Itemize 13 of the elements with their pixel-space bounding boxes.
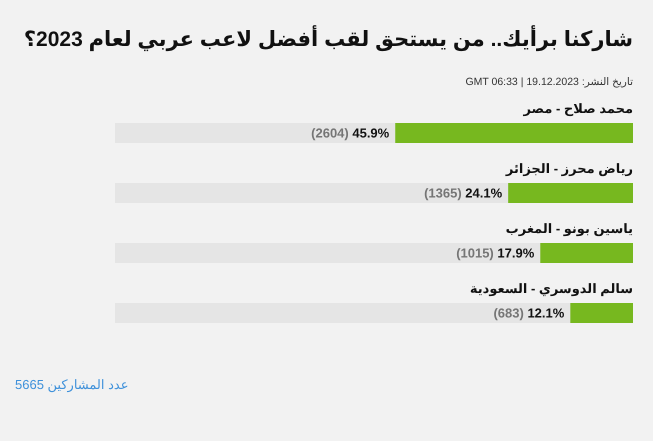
chart-subtitle: تاريخ النشر: 19.12.2023 | GMT 06:33	[465, 76, 633, 88]
y-tick-label: محمد صلاح - مصر	[522, 101, 633, 117]
data-label: (683) 12.1%	[493, 306, 565, 321]
bar	[540, 243, 633, 263]
y-tick-label: ياسين بونو - المغرب	[506, 221, 633, 237]
data-label: (2604) 45.9%	[311, 126, 390, 141]
bar	[508, 183, 633, 203]
y-tick-label: سالم الدوسري - السعودية	[470, 281, 633, 297]
data-label: (1365) 24.1%	[424, 186, 503, 201]
data-label: (1015) 17.9%	[456, 246, 535, 261]
bar	[570, 303, 633, 323]
text: عدد المشاركين 5665	[15, 377, 128, 392]
y-tick-label: رياض محرز - الجزائر	[504, 161, 633, 177]
